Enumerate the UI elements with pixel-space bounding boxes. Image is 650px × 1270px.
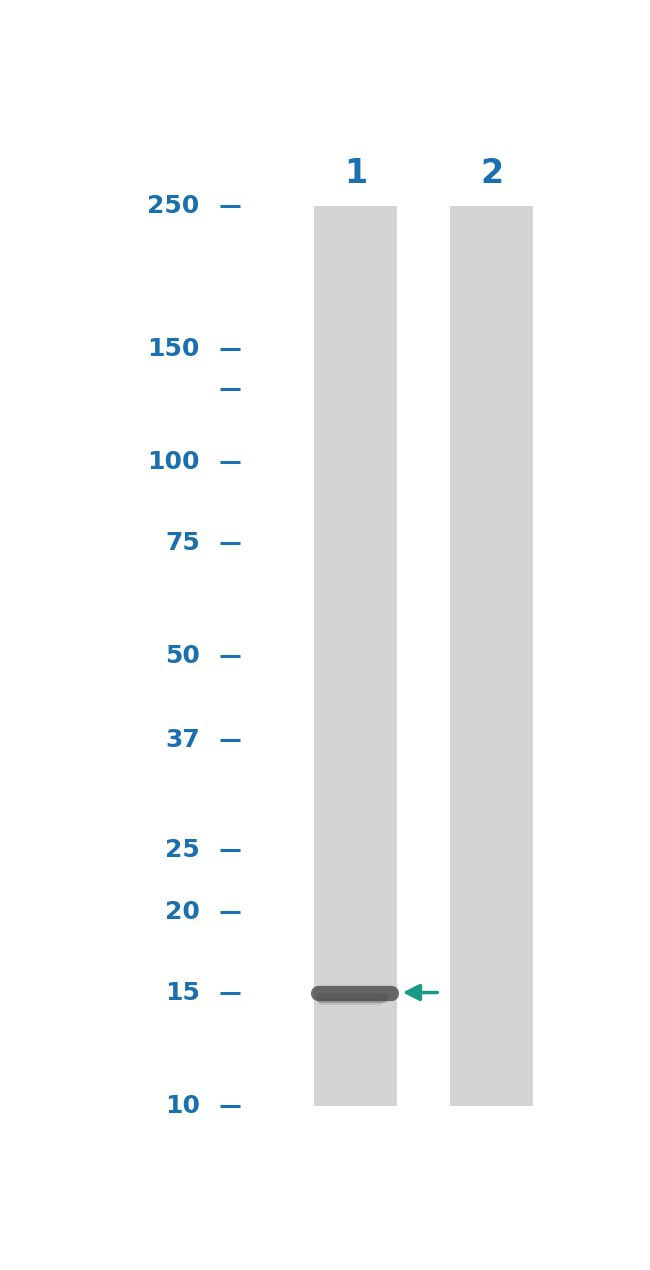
Text: 50: 50 [164,644,200,668]
Bar [450,206,534,1106]
Text: 20: 20 [164,900,200,925]
Text: 100: 100 [147,451,200,474]
Text: 250: 250 [148,194,200,218]
Text: 15: 15 [164,980,200,1005]
Text: 1: 1 [344,157,367,190]
Text: 10: 10 [164,1093,200,1118]
Text: 150: 150 [148,337,200,361]
Text: 37: 37 [165,728,200,752]
Bar [314,206,397,1106]
Text: 75: 75 [165,531,200,555]
Text: 25: 25 [165,838,200,862]
Text: 2: 2 [480,157,503,190]
